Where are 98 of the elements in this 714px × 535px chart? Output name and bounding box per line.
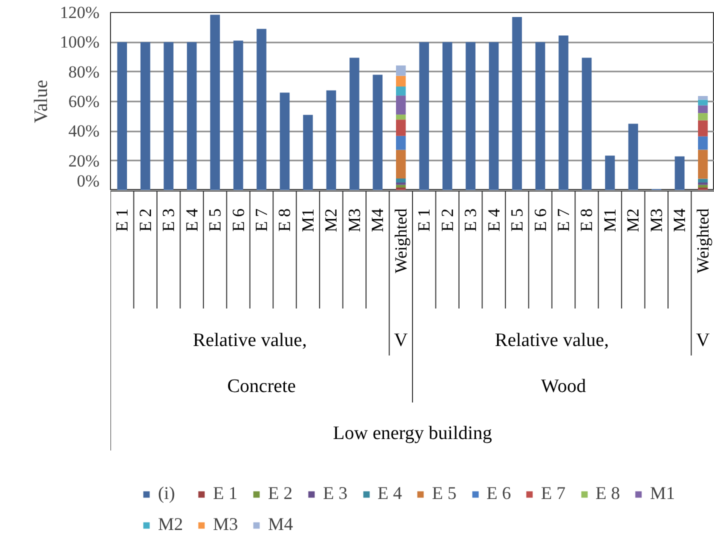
bar: [698, 150, 708, 179]
x-tick-label: Weighted: [391, 208, 410, 274]
x-tick-label: E 2: [136, 208, 155, 232]
x-tick-label: E 8: [577, 208, 596, 232]
bar: [396, 150, 406, 178]
bar: [628, 124, 638, 190]
bar: [303, 114, 313, 190]
x-tick-label: M2: [322, 208, 341, 232]
x-tick-label: E 2: [438, 208, 457, 232]
legend-label: E 8: [596, 483, 620, 504]
bar: [117, 42, 127, 190]
bar: [256, 28, 266, 190]
bar: [396, 136, 406, 150]
bar: [698, 182, 708, 185]
legend-label: E 2: [268, 483, 293, 504]
bar: [396, 65, 406, 76]
legend-label: E 1: [213, 483, 238, 504]
bar: [372, 74, 383, 190]
bar: [396, 76, 406, 87]
bar: [698, 184, 708, 188]
bar: [210, 14, 220, 190]
x-tick-label: E 8: [275, 208, 294, 232]
y-tick-label: 80%: [68, 62, 100, 82]
text: V: [696, 330, 710, 351]
x-tick-label: E 3: [159, 208, 178, 232]
legend-label: E 6: [486, 483, 512, 504]
bar: [396, 178, 406, 182]
legend-label: E 4: [378, 483, 402, 504]
x-tick-label: E 6: [228, 208, 248, 232]
x-tick-label: E 5: [508, 208, 527, 232]
x-tick-label: Weighted: [693, 208, 712, 274]
legend-label: E 5: [432, 483, 457, 504]
bar: [582, 58, 592, 190]
x-tick-label: M3: [646, 208, 666, 232]
bar: [488, 42, 499, 190]
legend-label: (i): [158, 483, 176, 504]
bar: [698, 113, 708, 120]
bar: [442, 42, 452, 190]
bar: [558, 35, 568, 190]
bar: [698, 96, 708, 100]
bar: [326, 90, 336, 190]
x-tick-label: M2: [624, 208, 643, 232]
text: Wood: [541, 376, 586, 397]
text: Relative value,: [192, 330, 307, 351]
x-tick-label: E 5: [206, 208, 225, 232]
bar: [396, 120, 406, 136]
x-tick-label: E 3: [461, 208, 480, 232]
x-tick-label: E 1: [414, 208, 434, 232]
bar: [396, 96, 406, 115]
bar: [396, 184, 406, 188]
y-tick-label: 100%: [60, 32, 100, 52]
x-tick-label: M4: [670, 208, 690, 232]
bar: [140, 42, 150, 190]
bar: [698, 136, 708, 150]
bar: [605, 156, 615, 190]
y-tick-label: 120%: [60, 3, 100, 22]
bar: [466, 42, 476, 190]
text: Concrete: [227, 376, 296, 397]
x-tick-label: E 1: [112, 208, 132, 232]
bar: [396, 182, 406, 185]
x-tick-label: E 6: [530, 208, 550, 232]
x-tick-label: M3: [344, 208, 364, 232]
x-tick-label: E 7: [554, 208, 573, 232]
y-tick-label: 60%: [68, 92, 100, 111]
legend-label: M1: [650, 483, 676, 504]
y-tick-label: 0%: [76, 172, 100, 190]
bar: [186, 42, 197, 190]
bar: [419, 42, 429, 190]
bar: [698, 100, 708, 106]
bar: [698, 178, 708, 182]
text: V: [394, 330, 408, 351]
legend-label: E 3: [323, 483, 348, 504]
bar: [396, 114, 406, 120]
bar: [698, 105, 708, 114]
bar: [512, 16, 522, 190]
bar: [535, 42, 546, 190]
x-tick-label: E 7: [252, 208, 271, 232]
y-tick-label: 40%: [68, 122, 100, 141]
bar: [698, 120, 708, 136]
legend-label: E 7: [541, 483, 566, 504]
bar: [350, 58, 360, 190]
bar: [674, 156, 685, 190]
x-tick-label: M1: [298, 208, 318, 232]
bar: [164, 42, 174, 190]
legend-label: M3: [213, 514, 238, 535]
y-axis-title: Value: [30, 80, 52, 124]
text: Low energy building: [332, 423, 493, 444]
bar: [233, 40, 244, 190]
bar: [280, 92, 290, 190]
text: Relative value,: [494, 330, 609, 351]
x-tick-label: E 4: [484, 208, 504, 232]
x-tick-label: M4: [368, 208, 388, 232]
bar: [396, 86, 406, 96]
x-tick-label: M1: [600, 208, 620, 232]
x-tick-label: E 4: [182, 208, 202, 232]
legend-label: M2: [158, 514, 184, 535]
y-tick-label: 20%: [68, 151, 100, 170]
legend-label: M4: [268, 514, 294, 535]
